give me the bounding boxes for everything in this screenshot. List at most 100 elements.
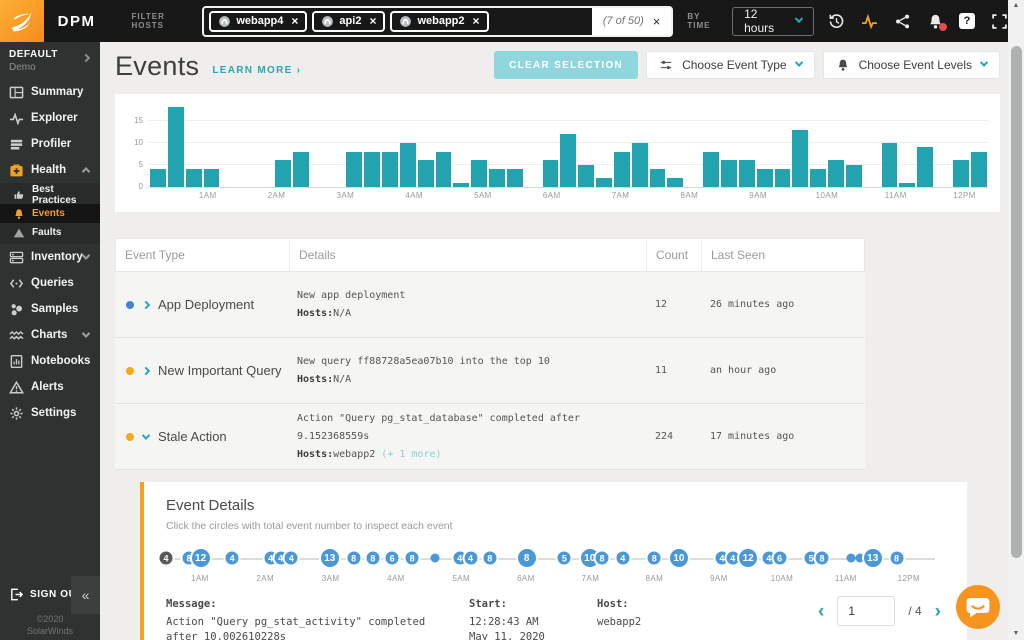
histogram-bar[interactable] xyxy=(650,169,666,187)
sidebar-item-health[interactable]: Health xyxy=(0,157,100,183)
page-scrollbar[interactable]: ▲ ▼ xyxy=(1008,0,1024,640)
scroll-down-icon[interactable]: ▼ xyxy=(1008,628,1024,640)
timeline-event-circle[interactable]: 4 xyxy=(158,550,175,567)
host-filter-input[interactable]: webapp4×api2×webapp2× (7 of 50) × xyxy=(202,6,673,37)
fullscreen-button[interactable] xyxy=(990,12,1008,30)
timeline-event-circle[interactable]: 8 xyxy=(481,550,498,567)
choose-event-type-dropdown[interactable]: Choose Event Type xyxy=(646,51,815,79)
histogram-bar[interactable] xyxy=(293,152,309,187)
chevron-right-icon[interactable] xyxy=(142,300,150,308)
histogram-slot[interactable] xyxy=(525,104,541,187)
sidebar-item-charts[interactable]: Charts xyxy=(0,322,100,348)
histogram-bar[interactable] xyxy=(471,160,487,187)
histogram-slot[interactable] xyxy=(882,104,898,187)
activity-button[interactable] xyxy=(860,12,878,30)
timeline-event-circle[interactable]: 8 xyxy=(594,550,611,567)
collapse-sidebar-button[interactable]: « xyxy=(71,576,100,614)
histogram-bar[interactable] xyxy=(275,160,291,187)
histogram-slot[interactable] xyxy=(739,104,755,187)
histogram-bar[interactable] xyxy=(204,169,220,187)
timeline-event-circle[interactable]: 8 xyxy=(404,550,421,567)
histogram-slot[interactable] xyxy=(917,104,933,187)
timeline-event-circle[interactable]: 8 xyxy=(364,550,381,567)
histogram-slot[interactable] xyxy=(632,104,648,187)
host-tag-webapp4[interactable]: webapp4× xyxy=(209,11,307,32)
clear-selection-button[interactable]: CLEAR SELECTION xyxy=(494,51,638,79)
sidebar-item-samples[interactable]: Samples xyxy=(0,296,100,322)
timeline-event-circle[interactable]: 4 xyxy=(224,550,241,567)
scrollbar-thumb[interactable] xyxy=(1011,46,1022,558)
histogram-slot[interactable] xyxy=(436,104,452,187)
timeline-event-circle[interactable] xyxy=(847,554,856,563)
sidebar-item-notebooks[interactable]: Notebooks xyxy=(0,348,100,374)
timeline-event-circle[interactable] xyxy=(431,554,440,563)
histogram-slot[interactable] xyxy=(328,104,344,187)
timeline-event-circle[interactable]: 8 xyxy=(516,547,538,569)
timeline-event-circle[interactable]: 12 xyxy=(190,547,212,569)
timeline-event-circle[interactable]: 6 xyxy=(771,550,788,567)
remove-host-icon[interactable]: × xyxy=(473,15,480,27)
page-number-input[interactable] xyxy=(837,596,895,626)
timeline-event-circle[interactable]: 13 xyxy=(319,547,341,569)
help-button[interactable]: ? xyxy=(959,13,975,29)
timeline-event-circle[interactable]: 8 xyxy=(813,550,830,567)
histogram-bar[interactable] xyxy=(507,169,523,187)
histogram-slot[interactable] xyxy=(221,104,237,187)
histogram-slot[interactable] xyxy=(650,104,666,187)
histogram-bar[interactable] xyxy=(632,143,648,187)
sidebar-item-inventory[interactable]: Inventory xyxy=(0,244,100,270)
histogram-slot[interactable] xyxy=(275,104,291,187)
chevron-down-icon[interactable] xyxy=(142,431,150,439)
histogram-slot[interactable] xyxy=(703,104,719,187)
share-button[interactable] xyxy=(893,12,911,30)
table-row-app-deployment[interactable]: App DeploymentNew app deploymentHosts:N/… xyxy=(115,272,865,338)
histogram-slot[interactable] xyxy=(400,104,416,187)
histogram-bar[interactable] xyxy=(596,178,612,187)
timeline-event-circle[interactable]: 8 xyxy=(888,550,905,567)
histogram-bar[interactable] xyxy=(917,147,933,187)
histogram-bar[interactable] xyxy=(757,169,773,187)
host-tag-api2[interactable]: api2× xyxy=(312,11,385,32)
timeline-event-circle[interactable]: 4 xyxy=(614,550,631,567)
histogram-slot[interactable] xyxy=(418,104,434,187)
history-button[interactable] xyxy=(827,12,845,30)
histogram-bar[interactable] xyxy=(899,183,915,187)
histogram-slot[interactable] xyxy=(293,104,309,187)
table-row-new-important-query[interactable]: New Important QueryNew query ff88728a5ea… xyxy=(115,338,865,404)
sidebar-item-summary[interactable]: Summary xyxy=(0,79,100,105)
timeline-event-circle[interactable]: 8 xyxy=(646,550,663,567)
histogram-slot[interactable] xyxy=(899,104,915,187)
histogram-bar[interactable] xyxy=(667,178,683,187)
histogram-bar[interactable] xyxy=(739,160,755,187)
timeline-event-circle[interactable]: 6 xyxy=(384,550,401,567)
choose-event-levels-dropdown[interactable]: Choose Event Levels xyxy=(823,51,1000,79)
histogram-slot[interactable] xyxy=(471,104,487,187)
hosts-more-link[interactable]: (+ 1 more) xyxy=(375,449,441,460)
sidebar-item-profiler[interactable]: Profiler xyxy=(0,131,100,157)
time-range-dropdown[interactable]: 12 hours xyxy=(732,7,814,36)
sidebar-item-best-practices[interactable]: Best Practices xyxy=(0,185,100,204)
timeline-event-circle[interactable]: 4 xyxy=(462,550,479,567)
histogram-bar[interactable] xyxy=(614,152,630,187)
histogram-slot[interactable] xyxy=(543,104,559,187)
sidebar-item-explorer[interactable]: Explorer xyxy=(0,105,100,131)
sidebar-item-alerts[interactable]: Alerts xyxy=(0,374,100,400)
histogram-bar[interactable] xyxy=(346,152,362,187)
histogram-slot[interactable] xyxy=(596,104,612,187)
histogram-bar[interactable] xyxy=(543,160,559,187)
histogram-slot[interactable] xyxy=(239,104,255,187)
timeline-event-circle[interactable]: 5 xyxy=(556,550,573,567)
histogram-slot[interactable] xyxy=(614,104,630,187)
histogram-bar[interactable] xyxy=(775,169,791,187)
histogram-slot[interactable] xyxy=(935,104,951,187)
histogram-slot[interactable] xyxy=(257,104,273,187)
histogram-slot[interactable] xyxy=(828,104,844,187)
histogram-slot[interactable] xyxy=(846,104,862,187)
histogram-bar[interactable] xyxy=(792,130,808,187)
histogram-slot[interactable] xyxy=(168,104,184,187)
histogram-slot[interactable] xyxy=(792,104,808,187)
histogram-slot[interactable] xyxy=(364,104,380,187)
histogram-bar[interactable] xyxy=(953,160,969,187)
histogram-bar[interactable] xyxy=(400,143,416,187)
histogram-slot[interactable] xyxy=(864,104,880,187)
